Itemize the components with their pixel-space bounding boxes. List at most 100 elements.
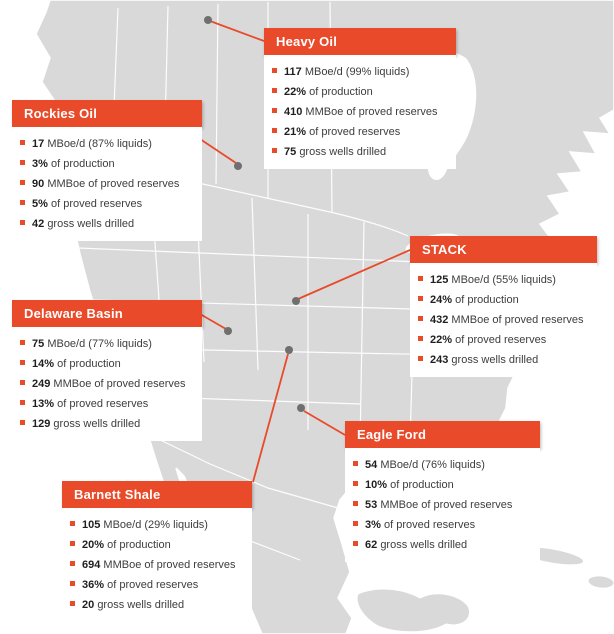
stat-value: 410 bbox=[284, 106, 303, 118]
stat-item: 21% of proved reserves bbox=[272, 126, 448, 138]
stat-item: 62 gross wells drilled bbox=[353, 539, 532, 551]
stat-value: 20 bbox=[82, 599, 95, 611]
stat-text: gross wells drilled bbox=[451, 354, 539, 366]
stat-item: 410 MMBoe of proved reserves bbox=[272, 106, 448, 118]
bullet-icon bbox=[353, 501, 358, 506]
stat-value: 129 bbox=[32, 418, 51, 430]
stat-value: 243 bbox=[430, 354, 449, 366]
yucatan-central-america bbox=[356, 588, 470, 633]
stat-item: 36% of proved reserves bbox=[70, 579, 244, 591]
bullet-icon bbox=[272, 88, 277, 93]
stat-text: of production bbox=[455, 294, 519, 306]
bullet-icon bbox=[70, 521, 75, 526]
stat-text: MMBoe of proved reserves bbox=[47, 178, 180, 190]
bullet-icon bbox=[418, 336, 423, 341]
stat-value: 62 bbox=[365, 539, 378, 551]
stat-item: 5% of proved reserves bbox=[20, 198, 194, 210]
stat-item: 694 MMBoe of proved reserves bbox=[70, 559, 244, 571]
stat-text: MBoe/d (76% liquids) bbox=[380, 459, 485, 471]
callout-stats: 117 MBoe/d (99% liquids) 22% of producti… bbox=[264, 55, 456, 169]
bullet-icon bbox=[70, 601, 75, 606]
stat-item: 90 MMBoe of proved reserves bbox=[20, 178, 194, 190]
stat-text: MBoe/d (87% liquids) bbox=[47, 138, 152, 150]
stat-text: of proved reserves bbox=[383, 519, 476, 531]
bullet-icon bbox=[20, 340, 25, 345]
stat-text: of production bbox=[57, 358, 121, 370]
stat-value: 3% bbox=[32, 158, 48, 170]
stat-text: gross wells drilled bbox=[299, 146, 387, 158]
stat-text: of production bbox=[50, 158, 115, 170]
callout-title: Rockies Oil bbox=[12, 100, 202, 127]
stat-text: MMBoe of proved reserves bbox=[103, 559, 236, 571]
bullet-icon bbox=[353, 461, 358, 466]
stat-value: 42 bbox=[32, 218, 45, 230]
stat-item: 54 MBoe/d (76% liquids) bbox=[353, 459, 532, 471]
callout-delaware-basin: Delaware Basin 75 MBoe/d (77% liquids) 1… bbox=[12, 300, 202, 441]
stat-item: 243 gross wells drilled bbox=[418, 354, 589, 366]
callout-heavy-oil: Heavy Oil 117 MBoe/d (99% liquids) 22% o… bbox=[264, 28, 456, 169]
bullet-icon bbox=[20, 180, 25, 185]
bullet-icon bbox=[20, 140, 25, 145]
stat-text: of proved reserves bbox=[107, 579, 199, 591]
stat-item: 53 MMBoe of proved reserves bbox=[353, 499, 532, 511]
bullet-icon bbox=[20, 380, 25, 385]
callout-title: Eagle Ford bbox=[345, 421, 540, 448]
stat-item: 75 gross wells drilled bbox=[272, 146, 448, 158]
stat-text: MMBoe of proved reserves bbox=[451, 314, 584, 326]
bullet-icon bbox=[418, 296, 423, 301]
callout-stats: 75 MBoe/d (77% liquids) 14% of productio… bbox=[12, 327, 202, 441]
bullet-icon bbox=[272, 108, 277, 113]
stat-item: 13% of proved reserves bbox=[20, 398, 194, 410]
bullet-icon bbox=[353, 541, 358, 546]
callout-stack: STACK 125 MBoe/d (55% liquids) 24% of pr… bbox=[410, 236, 597, 377]
stat-value: 125 bbox=[430, 274, 449, 286]
stat-text: of proved reserves bbox=[57, 398, 149, 410]
hispaniola-island bbox=[587, 575, 614, 589]
stat-item: 3% of proved reserves bbox=[353, 519, 532, 531]
bullet-icon bbox=[418, 276, 423, 281]
bullet-icon bbox=[20, 400, 25, 405]
stat-text: MMBoe of proved reserves bbox=[380, 499, 513, 511]
bullet-icon bbox=[70, 561, 75, 566]
stat-value: 20% bbox=[82, 539, 105, 551]
stat-value: 75 bbox=[32, 338, 45, 350]
stat-item: 129 gross wells drilled bbox=[20, 418, 194, 430]
stat-text: MBoe/d (29% liquids) bbox=[103, 519, 208, 531]
stat-text: MBoe/d (77% liquids) bbox=[47, 338, 152, 350]
stat-item: 432 MMBoe of proved reserves bbox=[418, 314, 589, 326]
stat-text: of proved reserves bbox=[455, 334, 547, 346]
bullet-icon bbox=[70, 581, 75, 586]
stat-value: 249 bbox=[32, 378, 51, 390]
stat-item: 10% of production bbox=[353, 479, 532, 491]
stat-item: 22% of production bbox=[272, 86, 448, 98]
stat-value: 53 bbox=[365, 499, 378, 511]
bullet-icon bbox=[20, 200, 25, 205]
stat-text: MMBoe of proved reserves bbox=[305, 106, 438, 118]
bullet-icon bbox=[272, 128, 277, 133]
stat-value: 54 bbox=[365, 459, 378, 471]
stat-value: 75 bbox=[284, 146, 297, 158]
stat-value: 105 bbox=[82, 519, 101, 531]
stat-item: 125 MBoe/d (55% liquids) bbox=[418, 274, 589, 286]
stat-item: 22% of proved reserves bbox=[418, 334, 589, 346]
bullet-icon bbox=[20, 160, 25, 165]
stat-item: 117 MBoe/d (99% liquids) bbox=[272, 66, 448, 78]
callout-stats: 54 MBoe/d (76% liquids) 10% of productio… bbox=[345, 448, 540, 562]
bullet-icon bbox=[353, 481, 358, 486]
bullet-icon bbox=[20, 420, 25, 425]
stat-text: of production bbox=[390, 479, 454, 491]
stat-text: of production bbox=[309, 86, 373, 98]
stat-value: 3% bbox=[365, 519, 381, 531]
stat-text: of proved reserves bbox=[309, 126, 401, 138]
callout-title: STACK bbox=[410, 236, 597, 263]
stat-text: of proved reserves bbox=[50, 198, 143, 210]
stat-text: MBoe/d (55% liquids) bbox=[451, 274, 556, 286]
stat-value: 24% bbox=[430, 294, 453, 306]
stat-text: MBoe/d (99% liquids) bbox=[304, 66, 410, 78]
callout-rockies-oil: Rockies Oil 17 MBoe/d (87% liquids) 3% o… bbox=[12, 100, 202, 241]
callout-barnett-shale: Barnett Shale 105 MBoe/d (29% liquids) 2… bbox=[62, 481, 252, 622]
stat-item: 3% of production bbox=[20, 158, 194, 170]
stat-item: 20 gross wells drilled bbox=[70, 599, 244, 611]
stat-value: 14% bbox=[32, 358, 55, 370]
